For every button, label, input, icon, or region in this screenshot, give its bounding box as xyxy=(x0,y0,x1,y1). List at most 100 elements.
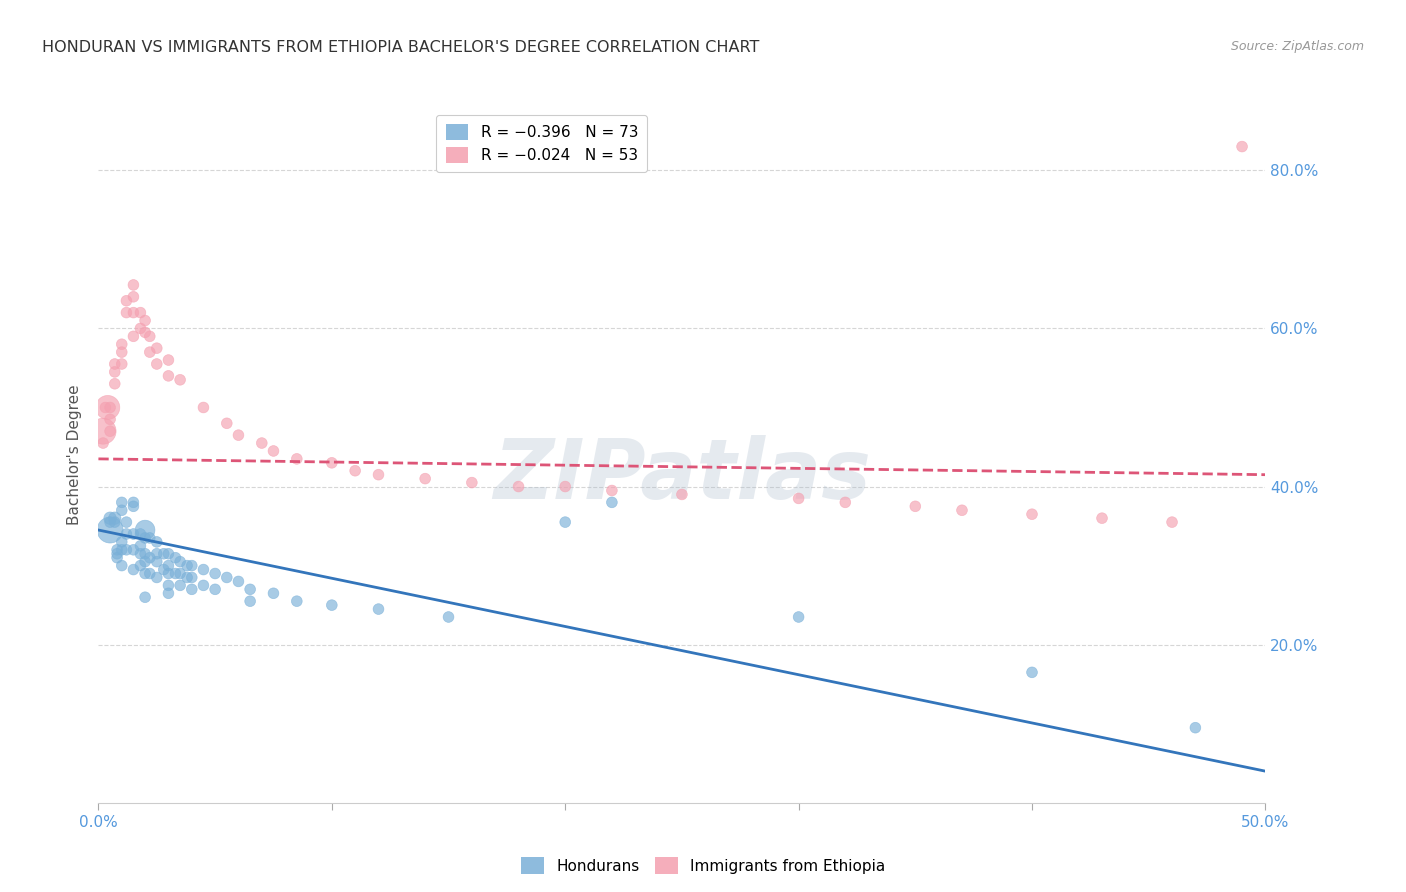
Point xyxy=(157,368,180,383)
Point xyxy=(111,503,134,517)
Point xyxy=(600,495,623,509)
Point xyxy=(129,527,152,541)
Point xyxy=(367,467,389,482)
Point xyxy=(98,401,121,415)
Point xyxy=(437,610,460,624)
Point xyxy=(180,582,202,597)
Point xyxy=(215,570,238,584)
Point xyxy=(671,487,693,501)
Point xyxy=(104,365,127,379)
Point xyxy=(129,539,152,553)
Point xyxy=(215,417,238,431)
Point xyxy=(115,515,138,529)
Point xyxy=(176,558,198,573)
Point xyxy=(134,591,156,605)
Point xyxy=(146,534,169,549)
Point xyxy=(1021,665,1043,680)
Point xyxy=(91,436,114,450)
Legend: R = −0.396   N = 73, R = −0.024   N = 53: R = −0.396 N = 73, R = −0.024 N = 53 xyxy=(436,115,647,172)
Point xyxy=(139,566,162,581)
Point xyxy=(285,594,308,608)
Point xyxy=(105,542,128,557)
Point xyxy=(169,566,191,581)
Point xyxy=(228,428,250,442)
Point xyxy=(115,293,138,308)
Point xyxy=(554,479,576,493)
Point xyxy=(91,424,114,438)
Point xyxy=(157,353,180,368)
Point xyxy=(787,610,810,624)
Point xyxy=(134,566,156,581)
Point xyxy=(139,345,162,359)
Point xyxy=(139,329,162,343)
Point xyxy=(134,523,156,537)
Point xyxy=(115,527,138,541)
Point xyxy=(1091,511,1114,525)
Point xyxy=(122,305,145,319)
Point xyxy=(122,527,145,541)
Point xyxy=(180,558,202,573)
Point xyxy=(204,566,226,581)
Point xyxy=(1230,139,1253,153)
Point xyxy=(193,401,215,415)
Point xyxy=(146,570,169,584)
Text: Source: ZipAtlas.com: Source: ZipAtlas.com xyxy=(1230,40,1364,54)
Point xyxy=(97,401,120,415)
Point xyxy=(134,313,156,327)
Point xyxy=(239,582,262,597)
Point xyxy=(554,515,576,529)
Point xyxy=(94,401,117,415)
Point xyxy=(111,534,134,549)
Y-axis label: Bachelor's Degree: Bachelor's Degree xyxy=(67,384,83,525)
Point xyxy=(204,582,226,597)
Point xyxy=(105,550,128,565)
Point xyxy=(950,503,973,517)
Point xyxy=(129,321,152,335)
Point xyxy=(180,570,202,584)
Point xyxy=(1021,507,1043,521)
Point xyxy=(146,357,169,371)
Point xyxy=(461,475,484,490)
Point xyxy=(129,558,152,573)
Point xyxy=(146,555,169,569)
Point xyxy=(169,373,191,387)
Point xyxy=(98,515,121,529)
Point xyxy=(111,345,134,359)
Point xyxy=(104,515,127,529)
Point xyxy=(262,444,284,458)
Point xyxy=(262,586,284,600)
Point xyxy=(98,424,121,438)
Point xyxy=(193,563,215,577)
Point xyxy=(139,531,162,545)
Point xyxy=(321,598,343,612)
Point xyxy=(152,547,174,561)
Point xyxy=(321,456,343,470)
Point xyxy=(413,472,436,486)
Point xyxy=(111,357,134,371)
Point xyxy=(146,547,169,561)
Point xyxy=(129,305,152,319)
Point xyxy=(285,451,308,466)
Point xyxy=(600,483,623,498)
Legend: Hondurans, Immigrants from Ethiopia: Hondurans, Immigrants from Ethiopia xyxy=(515,851,891,880)
Point xyxy=(134,531,156,545)
Point xyxy=(169,555,191,569)
Point xyxy=(165,566,187,581)
Point xyxy=(104,511,127,525)
Point xyxy=(129,547,152,561)
Point xyxy=(122,290,145,304)
Text: HONDURAN VS IMMIGRANTS FROM ETHIOPIA BACHELOR'S DEGREE CORRELATION CHART: HONDURAN VS IMMIGRANTS FROM ETHIOPIA BAC… xyxy=(42,40,759,55)
Point xyxy=(239,594,262,608)
Point xyxy=(122,329,145,343)
Point xyxy=(98,523,121,537)
Point xyxy=(104,357,127,371)
Point xyxy=(105,547,128,561)
Point xyxy=(115,542,138,557)
Point xyxy=(98,412,121,426)
Point xyxy=(134,547,156,561)
Point xyxy=(122,563,145,577)
Point xyxy=(157,578,180,592)
Text: ZIPatlas: ZIPatlas xyxy=(494,435,870,516)
Point xyxy=(193,578,215,592)
Point xyxy=(176,570,198,584)
